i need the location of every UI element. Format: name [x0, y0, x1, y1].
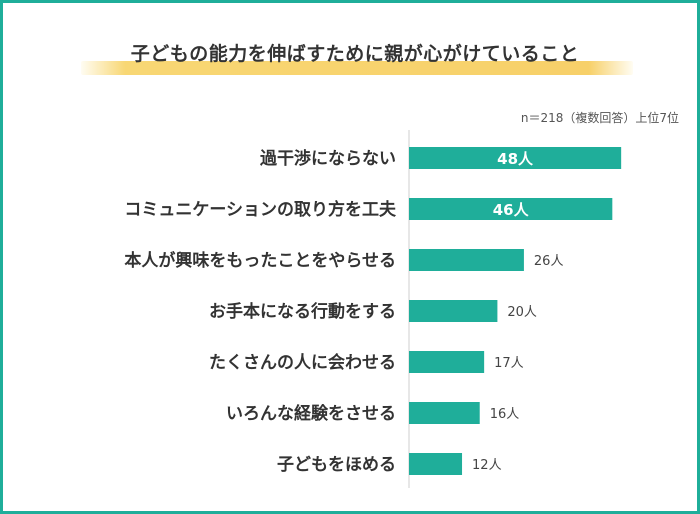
chart-title: 子どもの能力を伸ばすために親が心がけていること	[130, 43, 580, 65]
title-highlight	[81, 61, 633, 75]
sample-note: n＝218（複数回答）上位7位	[520, 111, 679, 125]
category-label: 過干渉にならない	[260, 148, 396, 169]
value-label: 20人	[507, 305, 537, 320]
bar	[409, 453, 463, 475]
bar	[409, 147, 622, 169]
value-label: 12人	[472, 458, 502, 473]
bar	[409, 198, 613, 220]
bar	[409, 300, 498, 322]
category-label: お手本になる行動をする	[209, 301, 396, 322]
value-label: 46人	[493, 201, 530, 219]
title-block: 子どもの能力を伸ばすために親が心がけていること	[75, 37, 635, 81]
value-label: 26人	[534, 254, 564, 269]
value-label: 16人	[490, 407, 520, 422]
category-label: 子どもをほめる	[277, 455, 396, 475]
value-label: 48人	[497, 150, 534, 168]
bar	[409, 351, 485, 373]
category-label: いろんな経験をさせる	[226, 403, 396, 424]
category-label: たくさんの人に会わせる	[209, 352, 396, 373]
category-label: コミュニケーションの取り方を工夫	[124, 199, 397, 220]
category-label: 本人が興味をもったことをやらせる	[124, 250, 396, 271]
value-label: 17人	[494, 356, 524, 371]
bar	[409, 402, 480, 424]
bar	[409, 249, 524, 271]
